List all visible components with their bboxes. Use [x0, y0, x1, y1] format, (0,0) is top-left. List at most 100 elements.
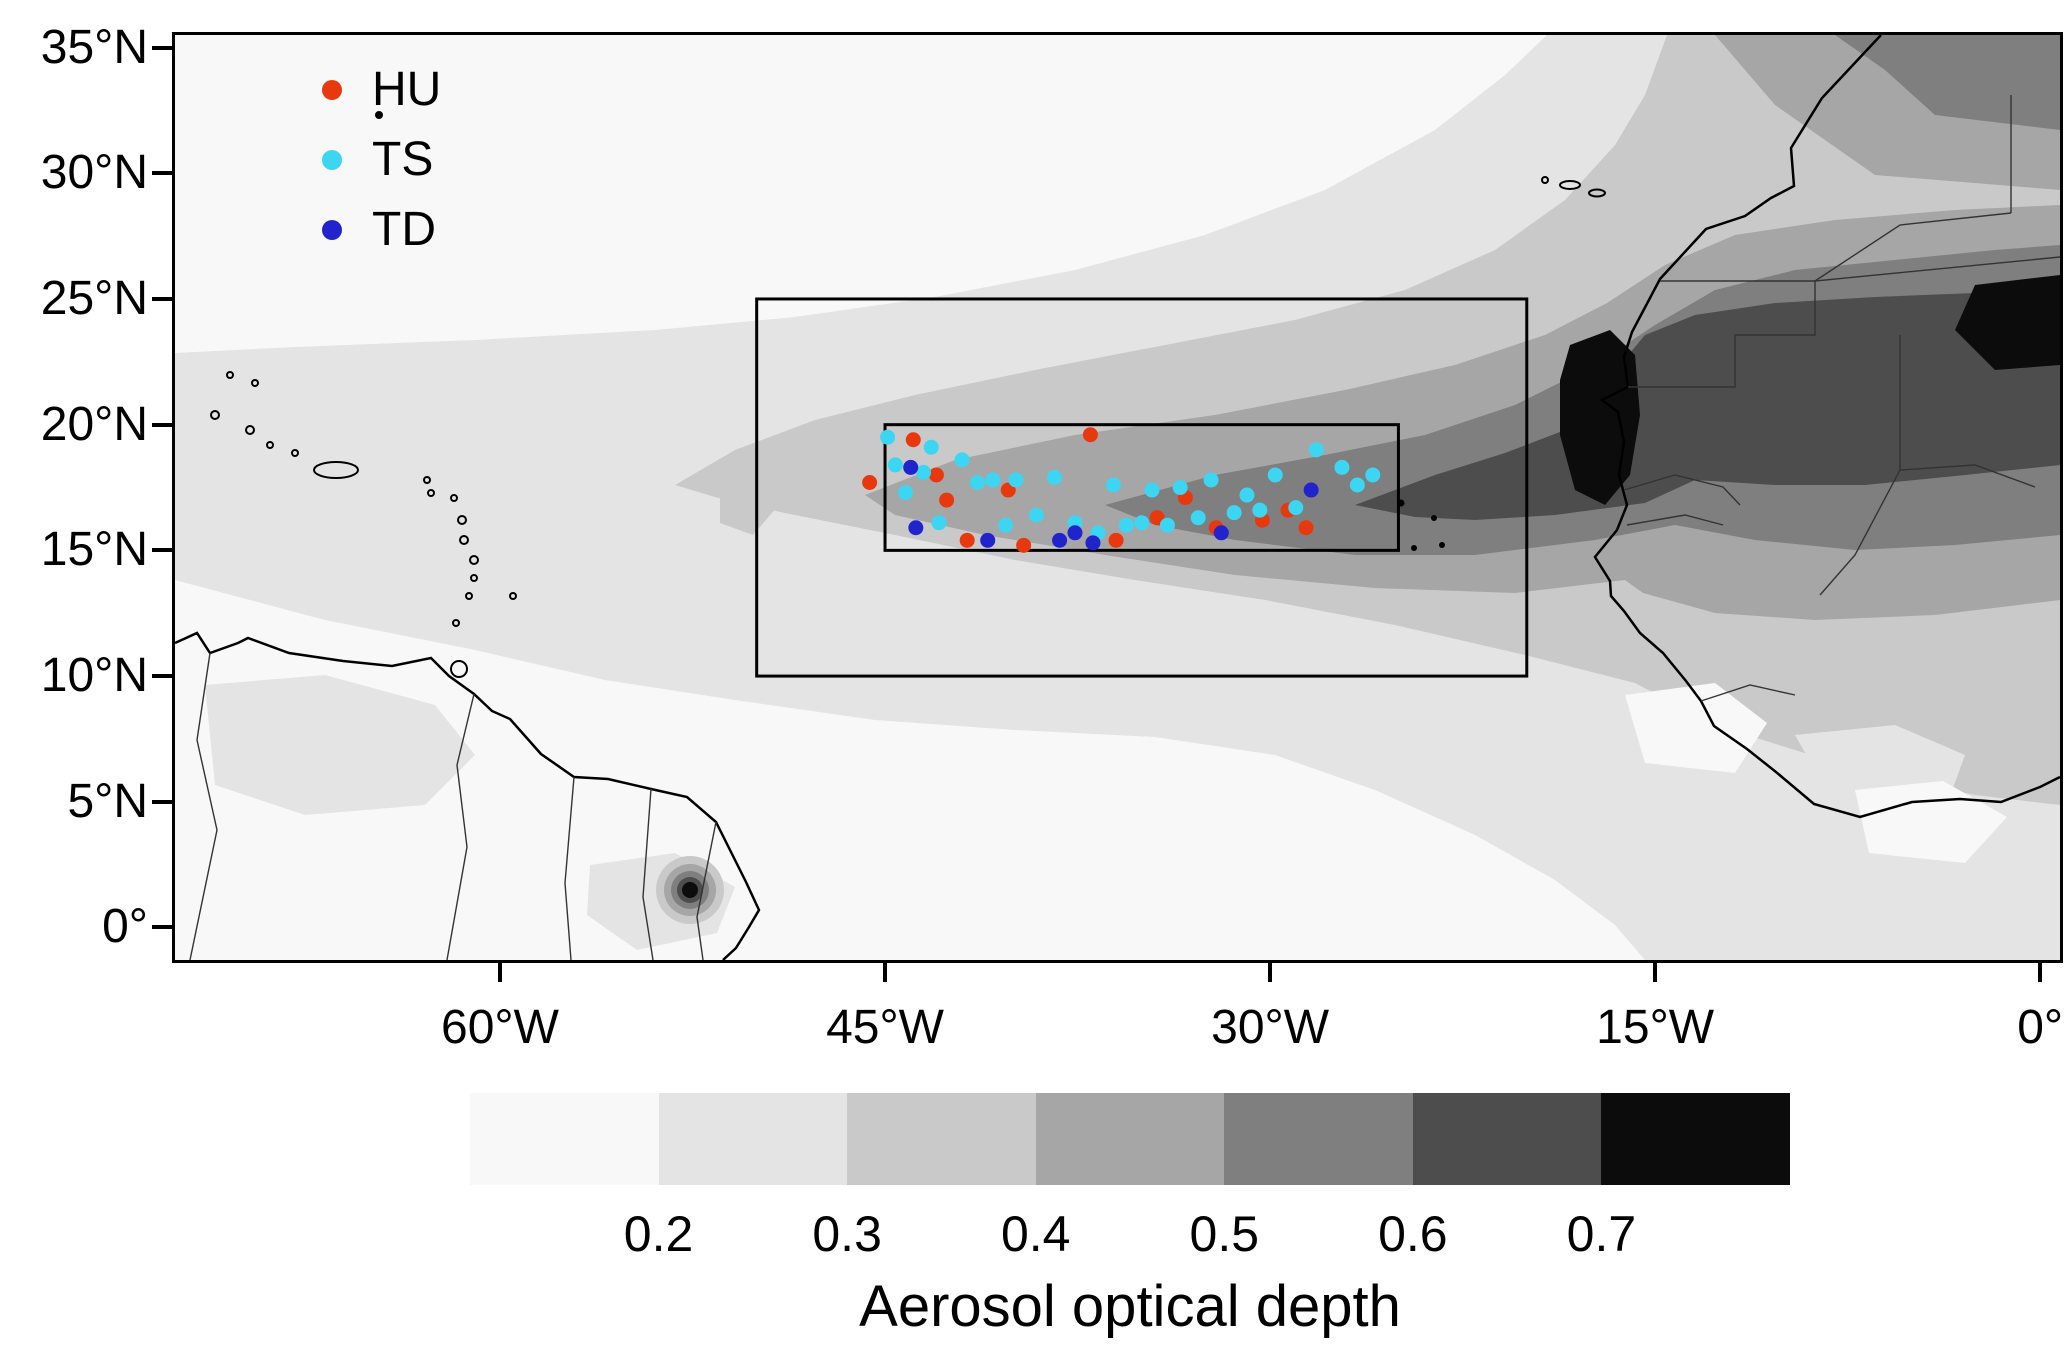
hu-genesis-point	[1149, 510, 1165, 526]
ts-genesis-point	[1118, 517, 1134, 533]
legend-dot-ts	[322, 150, 342, 170]
islands	[210, 111, 1606, 678]
x-tick-mark	[1268, 962, 1273, 982]
x-tick-mark	[883, 962, 888, 982]
legend-row-td: TD	[322, 202, 441, 258]
coastline-africa	[1593, 35, 2060, 819]
x-tick-label: 30°W	[1211, 1001, 1330, 1054]
x-tick-label: 60°W	[441, 1001, 559, 1054]
td-genesis-point	[903, 459, 919, 475]
bermuda-island	[375, 111, 383, 119]
colorbar-tick-label: 0.5	[1189, 1206, 1260, 1262]
x-tick-mark	[1653, 962, 1658, 982]
legend-row-hu: HU	[322, 62, 441, 118]
scatter-series-ts	[880, 429, 1381, 541]
colorbar-tick-label: 0.7	[1566, 1206, 1637, 1262]
ts-genesis-point	[1046, 469, 1062, 485]
storm-scatter-layer	[862, 427, 1381, 553]
aod-low-pockets	[1625, 683, 2007, 863]
canary-islands	[1541, 176, 1606, 198]
td-genesis-point	[1213, 525, 1229, 541]
ts-genesis-point	[1239, 487, 1255, 503]
ts-genesis-point	[985, 472, 1001, 488]
country-borders	[189, 95, 2060, 960]
legend-dot-td	[322, 220, 342, 240]
ts-genesis-point	[1308, 442, 1324, 458]
legend-row-ts: TS	[322, 132, 441, 188]
legend-label: TS	[372, 133, 434, 186]
legend-label: TD	[372, 203, 436, 256]
ts-genesis-point	[880, 429, 896, 445]
x-tick-mark	[2038, 962, 2043, 982]
colorbar-tick-label: 0.6	[1378, 1206, 1448, 1262]
hu-genesis-point	[959, 532, 975, 548]
colorbar-segment	[1412, 1093, 1602, 1185]
hu-genesis-point	[1298, 520, 1314, 536]
ts-genesis-point	[1267, 467, 1283, 483]
y-tick-label: 5°N	[67, 774, 148, 828]
ts-genesis-point	[1288, 500, 1304, 516]
td-genesis-point	[980, 532, 996, 548]
ts-genesis-point	[1226, 505, 1242, 521]
x-tick-label: 15°W	[1596, 1001, 1715, 1054]
inner-region-box	[883, 423, 1400, 552]
ts-genesis-point	[998, 517, 1014, 533]
td-genesis-point	[1052, 532, 1068, 548]
ts-genesis-point	[1134, 515, 1150, 531]
legend-label: HU	[372, 63, 442, 116]
ts-genesis-point	[1028, 507, 1044, 523]
td-genesis-point	[1085, 535, 1101, 551]
y-tick-mark	[152, 422, 172, 427]
colorbar-segment	[1224, 1093, 1413, 1185]
scatter-series-td	[903, 459, 1319, 551]
td-genesis-point	[1303, 482, 1319, 498]
outer-region-box	[755, 297, 1529, 678]
y-tick-label: 35°N	[40, 20, 148, 74]
ts-genesis-point	[931, 515, 947, 531]
hu-genesis-point	[1108, 532, 1124, 548]
ts-genesis-point	[1105, 477, 1121, 493]
ts-genesis-point	[898, 485, 914, 501]
hu-genesis-point	[1016, 537, 1032, 553]
aod-colorbar-labels: 0.2 0.3 0.4 0.5 0.6 0.7	[470, 1205, 1790, 1265]
y-tick-label: 10°N	[40, 649, 148, 703]
storm-category-legend: HU TS TD	[322, 62, 441, 258]
y-tick-mark	[152, 548, 172, 553]
y-tick-label: 25°N	[40, 271, 148, 325]
colorbar-segment	[470, 1093, 659, 1185]
x-tick-label: 45°W	[826, 1001, 944, 1054]
scatter-series-hu	[862, 427, 1314, 553]
aod-colorbar	[470, 1093, 1791, 1185]
y-tick-mark	[152, 45, 172, 50]
coastline-south-america	[175, 631, 761, 960]
x-tick-mark	[497, 962, 502, 982]
hu-genesis-point	[928, 467, 944, 483]
hu-genesis-point	[939, 492, 955, 508]
colorbar-segment	[658, 1093, 848, 1185]
ts-genesis-point	[916, 464, 932, 480]
y-tick-mark	[152, 799, 172, 804]
ts-genesis-point	[969, 474, 985, 490]
y-tick-mark	[152, 674, 172, 679]
hu-genesis-point	[1082, 427, 1098, 443]
puerto-rico-island	[313, 461, 359, 479]
colorbar-title: Aerosol optical depth	[859, 1274, 1401, 1339]
ts-genesis-point	[1159, 517, 1175, 533]
y-tick-label: 20°N	[40, 397, 148, 451]
y-tick-mark	[152, 296, 172, 301]
y-tick-label: 30°N	[40, 146, 148, 200]
y-tick-mark	[152, 925, 172, 930]
biomass-burning-spot	[656, 856, 724, 924]
ts-genesis-point	[1172, 480, 1188, 496]
lesser-antilles-islands	[423, 476, 517, 678]
td-genesis-point	[908, 520, 924, 536]
ts-genesis-point	[1349, 477, 1365, 493]
colorbar-tick-label: 0.4	[1000, 1206, 1071, 1262]
ts-genesis-point	[923, 439, 939, 455]
map-plot-area	[172, 32, 2063, 963]
colorbar-tick-label: 0.3	[812, 1206, 882, 1262]
td-genesis-point	[1067, 525, 1083, 541]
hu-genesis-point	[862, 474, 878, 490]
y-tick-label: 15°N	[40, 523, 148, 577]
